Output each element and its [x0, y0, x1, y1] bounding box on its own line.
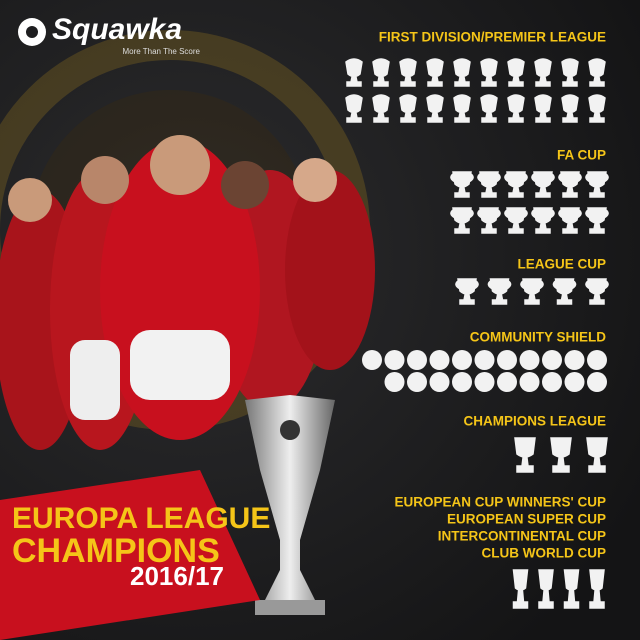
trophy-icon	[564, 350, 585, 370]
trophy-icon	[519, 372, 540, 392]
trophy-icon	[564, 372, 585, 392]
trophy-icon	[399, 58, 417, 87]
section-title: FIRST DIVISION/PREMIER LEAGUE	[379, 30, 606, 45]
banner-season: 2016/17	[130, 561, 224, 591]
trophy-icon	[452, 350, 472, 370]
trophy-icon	[585, 278, 609, 305]
trophy-icon	[558, 207, 582, 234]
trophy-icon	[520, 278, 544, 305]
players-photo	[0, 135, 375, 450]
trophy-icon	[497, 372, 517, 392]
trophy-icon	[450, 207, 474, 234]
trophy-icon	[480, 58, 498, 87]
trophy-icon	[426, 94, 444, 123]
trophy-icon	[587, 350, 607, 370]
trophy-icon	[426, 58, 444, 87]
trophy-icon	[558, 171, 582, 198]
trophy-icon	[474, 350, 495, 370]
trophy-icon	[384, 372, 405, 392]
trophy-icon	[585, 171, 609, 198]
trophy-icon	[514, 437, 536, 473]
europa-trophy	[245, 395, 335, 615]
trophy-icon	[585, 207, 609, 234]
trophy-icon	[504, 171, 528, 198]
trophy-icon	[538, 569, 554, 609]
banner-line1: EUROPA LEAGUE	[12, 502, 270, 535]
trophy-icon	[542, 372, 562, 392]
trophy-icon	[399, 94, 417, 123]
trophy-icon	[452, 372, 472, 392]
trophy-icon	[561, 58, 579, 87]
banner-shape	[0, 470, 260, 640]
trophy-icon	[429, 350, 450, 370]
trophy-icon	[455, 278, 479, 305]
banner-line2: CHAMPIONS	[12, 532, 220, 570]
section-title: INTERCONTINENTAL CUP	[438, 529, 606, 544]
logo-icon-hole	[26, 26, 38, 38]
trophy-icon	[497, 350, 517, 370]
section-title: COMMUNITY SHIELD	[470, 330, 607, 345]
trophy-icon	[429, 372, 450, 392]
trophy-icon	[474, 372, 495, 392]
trophy-icon	[407, 350, 427, 370]
trophy-icon	[345, 58, 363, 87]
trophy-icon	[477, 171, 501, 198]
trophy-icon	[589, 569, 605, 609]
trophy-icon	[450, 171, 474, 198]
trophy-icon	[542, 350, 562, 370]
trophy-icon	[552, 278, 577, 305]
section-title: CHAMPIONS LEAGUE	[463, 414, 606, 429]
section-title: EUROPEAN CUP WINNERS' CUP	[395, 495, 607, 510]
trophy-icon	[407, 372, 427, 392]
trophy-icon	[477, 207, 501, 234]
trophy-icon	[480, 94, 498, 123]
trophy-icon	[561, 94, 579, 123]
trophy-icon	[563, 569, 580, 609]
trophy-icon	[534, 94, 552, 123]
trophy-icon	[372, 58, 390, 87]
section-title: FA CUP	[557, 148, 606, 163]
trophy-icon	[531, 171, 555, 198]
section-title: CLUB WORLD CUP	[482, 546, 607, 561]
trophy-icon	[362, 350, 382, 370]
trophy-icon	[588, 58, 606, 87]
trophy-icon	[519, 350, 540, 370]
trophy-icon	[372, 94, 390, 123]
trophy-icon	[507, 58, 525, 87]
trophy-icon	[507, 94, 525, 123]
trophy-icon	[586, 437, 608, 473]
trophy-icon	[453, 58, 471, 87]
trophy-icon	[453, 94, 471, 123]
brand-tagline: More Than The Score	[122, 47, 200, 56]
trophy-icon	[534, 58, 552, 87]
trophy-icon	[588, 94, 606, 123]
section-title: EUROPEAN SUPER CUP	[447, 512, 606, 527]
trophy-icon	[531, 207, 555, 234]
trophy-icon	[487, 278, 512, 305]
brand-name: Squawka	[52, 13, 182, 46]
section-title: LEAGUE CUP	[517, 257, 606, 272]
trophy-icon	[550, 437, 572, 473]
trophy-icon	[504, 207, 528, 234]
trophy-icon	[384, 350, 405, 370]
trophy-icon	[345, 94, 363, 123]
trophy-icon	[587, 372, 607, 392]
trophy-icon	[512, 569, 529, 609]
